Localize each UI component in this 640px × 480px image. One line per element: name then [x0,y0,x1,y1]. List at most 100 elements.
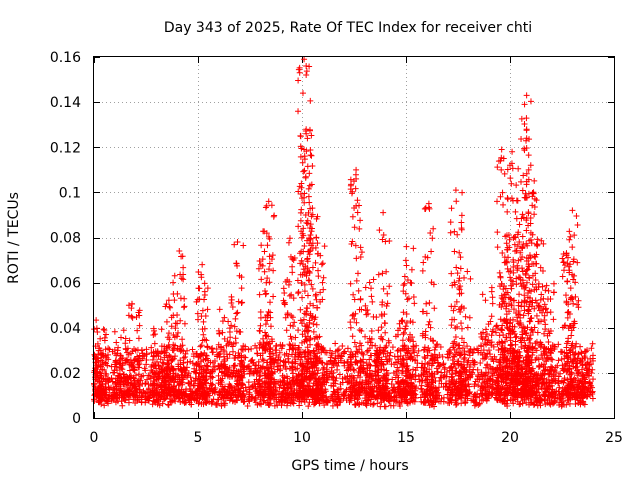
data-point [108,393,115,400]
data-point [216,306,223,313]
data-point [313,234,320,241]
data-point [199,307,206,314]
data-point [129,300,136,307]
data-point [457,309,464,316]
data-point [487,351,494,358]
data-point [347,280,354,287]
data-point [238,300,245,307]
data-point [453,264,460,271]
data-point [295,77,302,84]
data-point [301,167,308,174]
data-point [100,326,107,333]
data-point [151,340,158,347]
data-point [467,275,474,282]
data-point [192,375,199,382]
data-point [286,235,293,242]
data-point [158,326,165,333]
data-point [457,265,464,272]
data-point [547,401,554,408]
data-point [174,311,181,318]
axis-ticks: 0 5 10 15 20 2500.020.040.060.080.10.120.140.… [50,50,623,446]
data-point [455,277,462,284]
data-point [475,382,482,389]
data-point [195,285,202,292]
data-point [142,396,149,403]
data-point [415,347,422,354]
y-tick-label: 0.1 [59,185,81,201]
data-point [287,322,294,329]
data-point [478,397,485,404]
data-point [194,316,201,323]
data-point [195,268,202,275]
data-point [349,188,356,195]
data-point [140,372,147,379]
data-point [189,346,196,353]
data-point [273,347,280,354]
data-point [443,380,450,387]
data-point [217,350,224,357]
data-point [353,358,360,365]
data-point [451,361,458,368]
data-point [380,285,387,292]
data-point [507,274,514,281]
data-point [163,318,170,325]
data-point [159,400,166,407]
data-point [286,341,293,348]
data-point [456,249,463,256]
data-point [339,343,346,350]
data-point [355,287,362,294]
data-point [362,284,369,291]
data-point [513,275,520,282]
x-tick-label: 25 [605,430,623,446]
data-point [105,345,112,352]
data-point [415,373,422,380]
data-point [519,244,526,251]
data-point [219,318,226,325]
data-point [416,378,423,385]
data-point [294,365,301,372]
data-point [256,328,263,335]
data-point [453,401,460,408]
x-tick-label: 20 [501,430,519,446]
data-point [320,286,327,293]
data-point [477,360,484,367]
data-point [411,349,418,356]
data-point [456,275,463,282]
data-point [358,249,365,256]
data-point [149,356,156,363]
data-point [290,376,297,383]
data-point [226,325,233,332]
data-point [139,347,146,354]
data-point [341,374,348,381]
data-point [255,358,262,365]
data-point [541,345,548,352]
data-point [453,198,460,205]
x-tick-label: 5 [194,430,203,446]
data-point [368,293,375,300]
data-point [283,327,290,334]
data-point [421,354,428,361]
data-point [242,384,249,391]
data-point [264,242,271,249]
data-point [485,369,492,376]
data-point [184,347,191,354]
data-point [295,108,302,115]
data-point [321,243,328,250]
data-point [419,360,426,367]
data-point [319,260,326,267]
data-point [494,244,501,251]
data-point [211,357,218,364]
data-point [578,366,585,373]
data-point [471,358,478,365]
data-point [251,362,258,369]
data-point [564,397,571,404]
data-point [295,290,302,297]
data-point [295,288,302,295]
data-point [519,211,526,218]
data-point [457,254,464,261]
data-point [265,308,272,315]
data-point [458,212,465,219]
data-point [447,229,454,236]
data-point [307,97,314,104]
data-point [400,329,407,336]
